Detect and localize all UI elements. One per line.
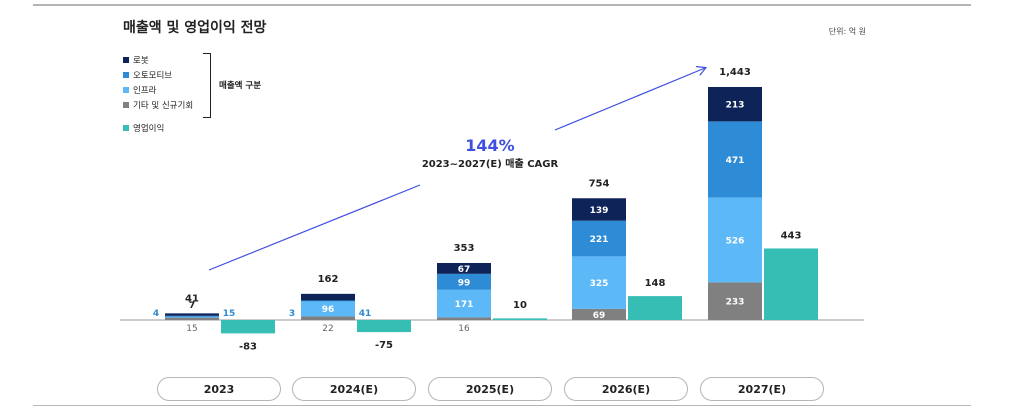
segment-value-label: 99 <box>458 278 471 288</box>
legend-label: 로봇 <box>133 55 149 66</box>
operating-profit-bar <box>493 318 547 320</box>
segment-value-label: 3 <box>289 309 295 319</box>
legend-item-other: 기타 및 신규기회 <box>123 97 193 112</box>
year-button-3[interactable]: 2026(E) <box>564 377 688 401</box>
bar-segment-오토모티브 <box>708 121 762 198</box>
bar-segment-로봇 <box>708 87 762 122</box>
legend-item-infra: 인프라 <box>123 82 193 97</box>
bar-segment-기타 및 신규기회 <box>708 282 762 320</box>
chart-title: 매출액 및 영업이익 전망 <box>123 20 267 36</box>
bar-segment-로봇 <box>437 263 491 274</box>
bottom-divider <box>33 405 971 406</box>
operating-profit-label: 10 <box>513 300 527 311</box>
legend-item-operating-profit: 영업이익 <box>123 122 164 134</box>
operating-profit-label: 443 <box>781 230 802 241</box>
legend-item-automotive: 오토모티브 <box>123 67 193 82</box>
bar-segment-기타 및 신규기회 <box>165 317 219 320</box>
legend-label: 기타 및 신규기회 <box>133 100 194 111</box>
bar-segment-로봇 <box>165 313 219 316</box>
year-button-1[interactable]: 2024(E) <box>292 377 416 401</box>
legend: 로봇 오토모티브 인프라 기타 및 신규기회 <box>123 52 193 112</box>
legend-swatch <box>123 101 129 108</box>
segment-value-label: 221 <box>590 235 609 245</box>
bar-segment-기타 및 신규기회 <box>301 316 355 320</box>
operating-profit-bar <box>221 320 275 334</box>
bar-segment-인프라 <box>165 316 219 318</box>
segment-value-label: 16 <box>458 324 470 334</box>
segment-value-label: 7 <box>189 301 195 311</box>
cagr-value: 144% <box>465 136 514 155</box>
year-button-0[interactable]: 2023 <box>157 377 281 401</box>
segment-value-label: 139 <box>590 206 609 216</box>
year-button-4[interactable]: 2027(E) <box>700 377 824 401</box>
operating-profit-bar <box>357 320 411 333</box>
segment-value-label: 67 <box>458 265 471 275</box>
legend-item-robot: 로봇 <box>123 52 193 67</box>
legend-swatch <box>123 71 129 78</box>
legend-swatch <box>123 86 129 93</box>
segment-value-label: 171 <box>455 300 474 310</box>
cagr-arrow-lower <box>208 184 421 271</box>
legend-swatch <box>123 56 129 63</box>
legend-group-label: 매출액 구분 <box>219 81 262 91</box>
cagr-arrow-upper <box>554 68 705 131</box>
bar-segment-오토모티브 <box>437 273 491 290</box>
legend-label: 오토모티브 <box>133 70 173 81</box>
total-value-label: 41 <box>185 293 199 304</box>
bar-segment-로봇 <box>572 198 626 221</box>
unit-label: 단위: 억 원 <box>828 27 866 36</box>
bar-segment-오토모티브 <box>165 315 219 317</box>
bar-segment-인프라 <box>301 300 355 317</box>
total-value-label: 1,443 <box>719 67 751 78</box>
segment-value-label: 41 <box>359 309 372 319</box>
total-value-label: 353 <box>454 243 475 254</box>
bar-segment-로봇 <box>301 293 355 301</box>
total-value-label: 162 <box>318 274 339 285</box>
bar-segment-인프라 <box>708 197 762 283</box>
legend-label: 영업이익 <box>133 124 165 134</box>
legend-bracket <box>203 53 211 118</box>
bar-segment-인프라 <box>437 289 491 318</box>
bar-segment-오토모티브 <box>572 220 626 257</box>
total-value-label: 754 <box>589 178 610 189</box>
bar-segment-기타 및 신규기회 <box>572 308 626 320</box>
operating-profit-label: -83 <box>239 341 257 352</box>
legend-swatch <box>123 125 129 131</box>
segment-value-label: 213 <box>726 101 745 111</box>
legend-label: 인프라 <box>133 85 157 96</box>
bar-segment-오토모티브 <box>301 300 355 302</box>
segment-value-label: 15 <box>186 324 197 334</box>
segment-value-label: 22 <box>322 324 333 334</box>
segment-value-label: 526 <box>726 236 745 246</box>
segment-value-label: 325 <box>590 279 609 289</box>
segment-value-label: 4 <box>153 309 159 319</box>
segment-value-label: 15 <box>223 309 236 319</box>
year-button-2[interactable]: 2025(E) <box>428 377 552 401</box>
operating-profit-label: 148 <box>645 278 666 289</box>
bar-segment-기타 및 신규기회 <box>437 317 491 320</box>
operating-profit-label: -75 <box>375 340 393 351</box>
segment-value-label: 96 <box>322 305 335 315</box>
cagr-label: 2023~2027(E) 매출 CAGR <box>422 157 559 170</box>
operating-profit-bar <box>628 296 682 320</box>
segment-value-label: 233 <box>726 298 745 308</box>
bar-segment-인프라 <box>572 256 626 309</box>
top-divider <box>33 4 971 6</box>
segment-value-label: 69 <box>593 311 606 321</box>
segment-value-label: 471 <box>726 156 745 166</box>
operating-profit-bar <box>764 248 818 320</box>
